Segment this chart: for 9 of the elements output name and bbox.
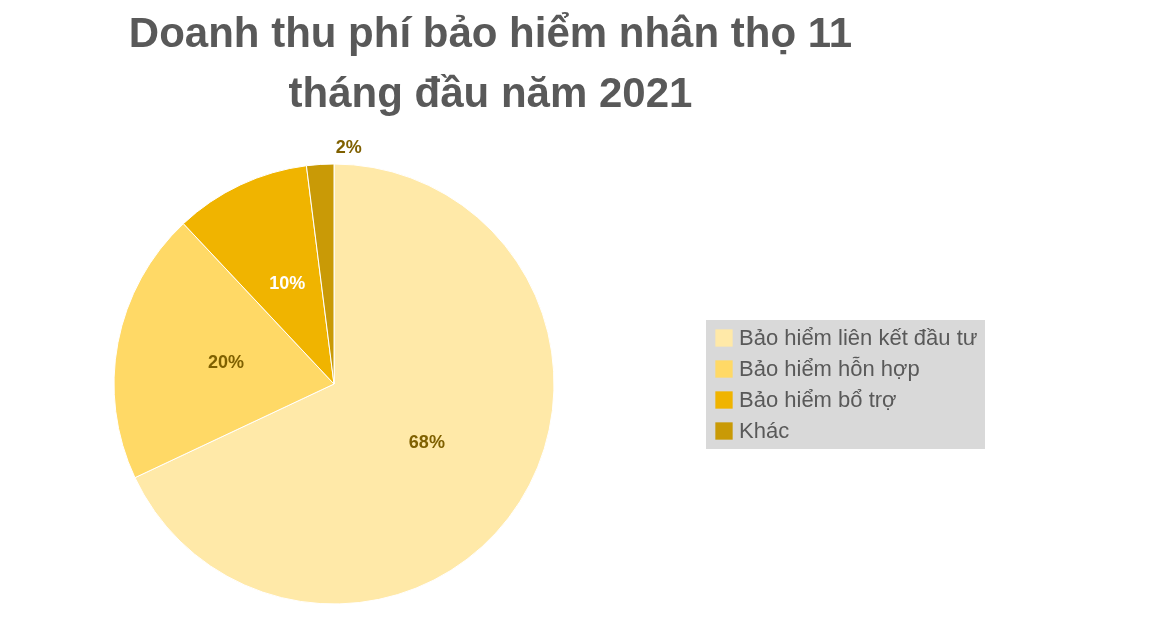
legend-label: Bảo hiểm liên kết đầu tư <box>739 325 978 350</box>
legend-label: Bảo hiểm bổ trợ <box>739 387 897 412</box>
data-label: 10% <box>269 273 306 294</box>
legend-label: Khác <box>739 418 790 443</box>
data-label: 2% <box>335 137 362 158</box>
legend-label: Bảo hiểm hỗn hợp <box>739 356 920 381</box>
chart-title: Doanh thu phí bảo hiểm nhân thọ 11 tháng đầu năm 2021 <box>128 9 853 116</box>
data-label: 68% <box>408 431 445 452</box>
data-label: 20% <box>207 352 244 373</box>
